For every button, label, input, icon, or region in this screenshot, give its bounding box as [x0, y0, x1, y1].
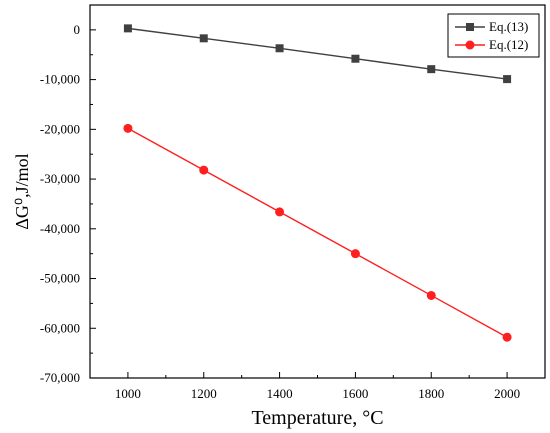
series-line	[127, 127, 508, 338]
legend-box	[447, 13, 540, 58]
data-point	[426, 290, 436, 300]
y-tick-label: -30,000	[40, 171, 80, 186]
data-point	[123, 123, 133, 133]
x-tick-label: 1400	[267, 386, 293, 401]
series-2	[123, 123, 512, 342]
x-tick-label: 2000	[494, 386, 520, 401]
legend: Eq.(13) Eq.(12)	[447, 13, 540, 58]
y-tick-label: -50,000	[40, 271, 80, 286]
data-point	[275, 44, 284, 53]
x-tick-label: 1800	[418, 386, 444, 401]
y-axis-label: ΔG⁰,J/mol	[12, 153, 32, 229]
data-point	[427, 65, 436, 74]
y-axis-ticks: 0 -10,000 -20,000 -30,000 -40,000 -50,000 -60,…	[40, 22, 96, 385]
x-tick-label: 1600	[342, 386, 368, 401]
data-point	[503, 75, 512, 84]
series-line	[127, 27, 508, 80]
x-axis-label: Temperature, °C	[251, 407, 383, 429]
data-point	[199, 34, 208, 43]
x-tick-label: 1200	[191, 386, 217, 401]
x-axis-ticks: 1000 1200 1400 1600 1800 2000	[115, 372, 520, 401]
plot-area	[89, 4, 546, 379]
series-layer	[123, 24, 512, 342]
x-tick-label: 1000	[115, 386, 141, 401]
data-point	[351, 54, 360, 63]
y-tick-label: 0	[74, 22, 81, 37]
data-point	[275, 207, 285, 217]
data-point	[350, 249, 360, 259]
data-point	[502, 332, 512, 342]
legend-marker	[466, 23, 474, 31]
plot-frame	[89, 4, 546, 379]
legend-marker	[465, 40, 475, 50]
y-tick-label: -70,000	[40, 370, 80, 385]
y-tick-label: -60,000	[40, 320, 80, 335]
y-tick-label: -10,000	[40, 72, 80, 87]
y-tick-label: -20,000	[40, 121, 80, 136]
legend-label: Eq.(12)	[489, 37, 528, 52]
legend-label: Eq.(13)	[489, 19, 528, 34]
y-tick-label: -40,000	[40, 221, 80, 236]
data-point	[199, 165, 209, 175]
data-point	[123, 24, 132, 33]
series-1	[123, 24, 512, 84]
